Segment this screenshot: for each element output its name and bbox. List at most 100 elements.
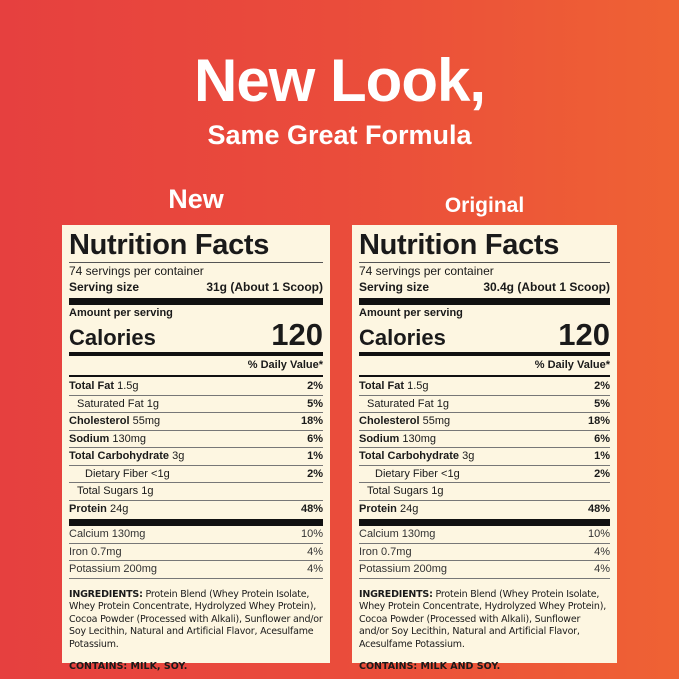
panel-title: Nutrition Facts bbox=[359, 228, 610, 263]
calories-value: 120 bbox=[558, 317, 610, 352]
contains: CONTAINS: MILK AND SOY. bbox=[359, 661, 501, 672]
ingredients-text: Protein Blend (Whey Protein Isolate, Whe… bbox=[359, 588, 607, 650]
nutrient-name: Cholesterol bbox=[69, 415, 130, 427]
contains: CONTAINS: MILK, SOY. bbox=[69, 661, 188, 672]
nutrient-dv: 2% bbox=[307, 467, 323, 480]
nutrient-label: Sodium 130mg bbox=[359, 431, 436, 448]
mineral-dv: 10% bbox=[300, 528, 323, 540]
nutrient-row: Saturated Fat 1g 5% bbox=[69, 396, 323, 413]
new-label: New bbox=[168, 184, 224, 214]
mineral-dv: 4% bbox=[307, 563, 323, 575]
nutrient-name: Total Carbohydrate bbox=[69, 450, 170, 462]
nutrient-amount: 1.5g bbox=[117, 380, 139, 392]
nutrient-label: Total Carbohydrate 3g bbox=[69, 448, 184, 465]
ingredients: INGREDIENTS: Protein Blend (Whey Protein… bbox=[69, 589, 323, 652]
nutrient-label: Total Carbohydrate 3g bbox=[359, 448, 474, 465]
calories-label: Calories bbox=[359, 325, 446, 350]
dv-label: % Daily Value* bbox=[247, 359, 323, 371]
nutrient-row: Total Fat 1.5g 2% bbox=[69, 378, 323, 396]
nutrient-name: Sodium bbox=[359, 432, 400, 445]
mineral-row: Iron 0.7mg 4% bbox=[69, 544, 323, 561]
calories-value: 120 bbox=[271, 317, 323, 352]
nutrient-row: Saturated Fat 1g 5% bbox=[359, 396, 610, 413]
serving-size-value: 31g (About 1 Scoop) bbox=[206, 280, 323, 294]
nutrient-name: Saturated Fat bbox=[367, 397, 434, 410]
nutrient-row: Total Carbohydrate 3g 1% bbox=[69, 448, 323, 466]
nutrient-amount: 55mg bbox=[132, 415, 161, 427]
nutrient-name: Total Fat bbox=[359, 380, 405, 392]
nutrient-dv: 48% bbox=[587, 502, 610, 515]
ingredients-label: INGREDIENTS: bbox=[69, 588, 143, 600]
mineral-name: Calcium 130mg bbox=[359, 528, 436, 540]
serving-size-label: Serving size bbox=[69, 280, 140, 294]
mineral-name: Iron 0.7mg bbox=[359, 545, 412, 558]
divider bbox=[69, 519, 323, 526]
calories-row: Calories 120 bbox=[359, 317, 610, 352]
nutrient-amount: 1g bbox=[436, 397, 449, 410]
nutrition-panel-new: Nutrition Facts 74 servings per containe… bbox=[62, 225, 330, 672]
nutrient-amount: 1.5g bbox=[407, 380, 429, 392]
mineral-row: Iron 0.7mg 4% bbox=[359, 544, 610, 561]
mineral-row: Calcium 130mg 10% bbox=[69, 526, 323, 544]
mineral-row: Potassium 200mg 4% bbox=[359, 561, 610, 579]
mineral-row: Potassium 200mg 4% bbox=[69, 561, 323, 579]
nutrient-name: Protein bbox=[359, 502, 397, 515]
nutrient-label: Sodium 130mg bbox=[69, 431, 146, 448]
divider bbox=[359, 298, 610, 305]
nutrient-row: Protein 24g 48% bbox=[69, 501, 323, 518]
nutrient-amount: 130mg bbox=[112, 432, 147, 445]
servings: 74 servings per container bbox=[359, 264, 494, 278]
nutrient-label: Cholesterol 55mg bbox=[359, 413, 450, 430]
nutrient-row: Sodium 130mg 6% bbox=[69, 431, 323, 448]
nutrient-dv: 2% bbox=[307, 380, 323, 392]
dv-label: % Daily Value* bbox=[534, 359, 610, 371]
nutrient-name: Sodium bbox=[69, 432, 110, 445]
nutrient-label: Total Fat 1.5g bbox=[359, 378, 429, 395]
nutrient-dv: 1% bbox=[307, 450, 323, 462]
nutrient-amount: 24g bbox=[399, 502, 419, 515]
nutrient-row: Dietary Fiber <1g 2% bbox=[69, 466, 323, 483]
divider bbox=[359, 352, 610, 356]
nutrient-amount: <1g bbox=[151, 467, 170, 480]
mineral-row: Calcium 130mg 10% bbox=[359, 526, 610, 544]
nutrient-dv: 18% bbox=[300, 415, 323, 427]
panel-title: Nutrition Facts bbox=[69, 228, 323, 263]
divider bbox=[359, 519, 610, 526]
nutrient-amount: <1g bbox=[441, 467, 460, 480]
divider bbox=[69, 375, 323, 377]
mineral-dv: 10% bbox=[587, 528, 610, 540]
serving-size: Serving size 31g (About 1 Scoop) bbox=[69, 279, 323, 295]
nutrient-label: Total Fat 1.5g bbox=[69, 378, 139, 395]
mineral-dv: 4% bbox=[594, 563, 610, 575]
nutrient-amount: 1g bbox=[141, 485, 154, 497]
mineral-name: Calcium 130mg bbox=[69, 528, 146, 540]
calories-row: Calories 120 bbox=[69, 317, 323, 352]
nutrient-row: Dietary Fiber <1g 2% bbox=[359, 466, 610, 483]
amount-label: Amount per serving bbox=[359, 307, 463, 319]
nutrient-name: Total Sugars bbox=[77, 485, 139, 497]
nutrient-name: Total Sugars bbox=[367, 485, 429, 497]
original-label: Original bbox=[444, 194, 525, 217]
mineral-name: Potassium 200mg bbox=[359, 563, 448, 575]
nutrient-label: Dietary Fiber <1g bbox=[69, 466, 170, 483]
nutrient-dv: 1% bbox=[594, 450, 610, 462]
divider bbox=[69, 352, 323, 356]
ingredients-label: INGREDIENTS: bbox=[359, 588, 433, 600]
nutrient-name: Dietary Fiber bbox=[375, 467, 438, 480]
nutrient-row: Sodium 130mg 6% bbox=[359, 431, 610, 448]
nutrient-name: Dietary Fiber bbox=[85, 467, 148, 480]
divider bbox=[69, 298, 323, 305]
nutrient-label: Total Sugars 1g bbox=[69, 483, 153, 500]
headline: New Look, bbox=[193, 47, 486, 114]
nutrient-name: Total Fat bbox=[69, 380, 115, 392]
nutrient-label: Cholesterol 55mg bbox=[69, 413, 160, 430]
nutrient-amount: 3g bbox=[172, 450, 185, 462]
nutrient-dv: 6% bbox=[594, 432, 610, 445]
servings: 74 servings per container bbox=[69, 264, 204, 278]
nutrient-dv: 5% bbox=[594, 397, 610, 410]
nutrient-row: Cholesterol 55mg 18% bbox=[69, 413, 323, 431]
nutrient-amount: 130mg bbox=[402, 432, 437, 445]
serving-size: Serving size 30.4g (About 1 Scoop) bbox=[359, 279, 610, 295]
divider bbox=[359, 375, 610, 377]
nutrient-row: Total Sugars 1g bbox=[359, 483, 610, 501]
